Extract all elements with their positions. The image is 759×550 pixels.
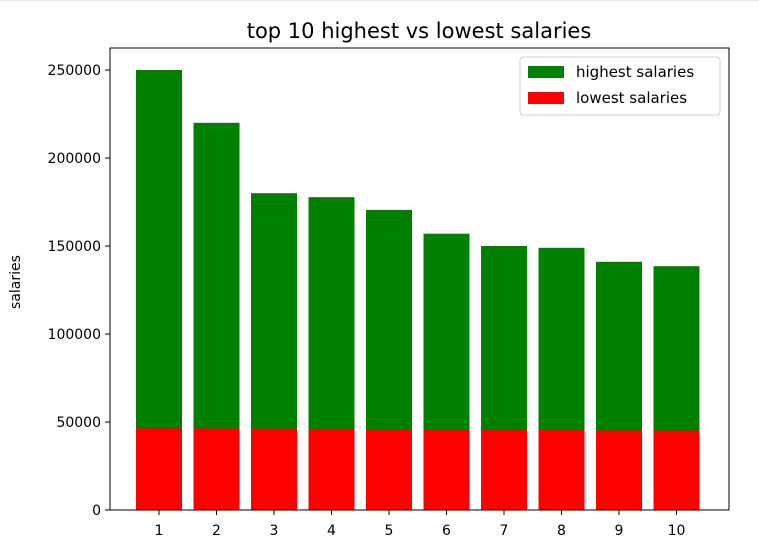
y-tick-label: 150000 — [48, 239, 101, 255]
legend: highest salaries lowest salaries — [519, 56, 721, 116]
y-tick-label: 250000 — [48, 63, 101, 79]
legend-swatch-lowest — [528, 92, 564, 104]
y-axis-label: salaries — [8, 255, 24, 309]
lowest-salary-bar-6 — [423, 429, 470, 510]
top-border-line — [0, 0, 759, 1]
x-tick-label: 9 — [615, 523, 624, 539]
x-tick-label: 6 — [442, 523, 451, 539]
y-tick-label: 0 — [92, 503, 101, 519]
lowest-salary-bar-8 — [538, 429, 585, 510]
lowest-salary-bar-5 — [366, 429, 412, 510]
x-tick-label: 4 — [327, 523, 336, 539]
lowest-salary-bar-10 — [653, 430, 700, 510]
legend-label-lowest: lowest salaries — [576, 89, 687, 107]
legend-swatch-highest — [528, 66, 564, 78]
x-tick-label: 3 — [270, 523, 279, 539]
legend-label-highest: highest salaries — [576, 63, 694, 81]
axes-group: 0 50000 100000 150000 200000 250000 1 2 3 4 5 6 7 8 9 1… — [48, 47, 730, 539]
lowest-salary-bar-4 — [308, 428, 355, 510]
x-tick-label: 10 — [668, 523, 686, 539]
lowest-salary-bar-2 — [193, 428, 240, 510]
lowest-salary-bar-3 — [251, 428, 297, 510]
y-tick-label: 100000 — [48, 327, 101, 343]
lowest-salary-bar-7 — [481, 429, 527, 510]
bars-group — [136, 70, 700, 511]
lowest-salary-bar-9 — [596, 430, 642, 510]
legend-box — [519, 56, 721, 116]
chart-title: top 10 highest vs lowest salaries — [247, 19, 592, 43]
y-tick-label: 50000 — [56, 415, 101, 431]
x-tick-label: 2 — [212, 523, 221, 539]
lowest-salary-bar-1 — [136, 428, 182, 510]
y-tick-label: 200000 — [48, 151, 101, 167]
x-tick-label: 5 — [385, 523, 394, 539]
x-tick-label: 1 — [155, 523, 164, 539]
x-tick-label: 7 — [500, 523, 509, 539]
x-tick-label: 8 — [557, 523, 566, 539]
plot-frame — [109, 47, 730, 511]
